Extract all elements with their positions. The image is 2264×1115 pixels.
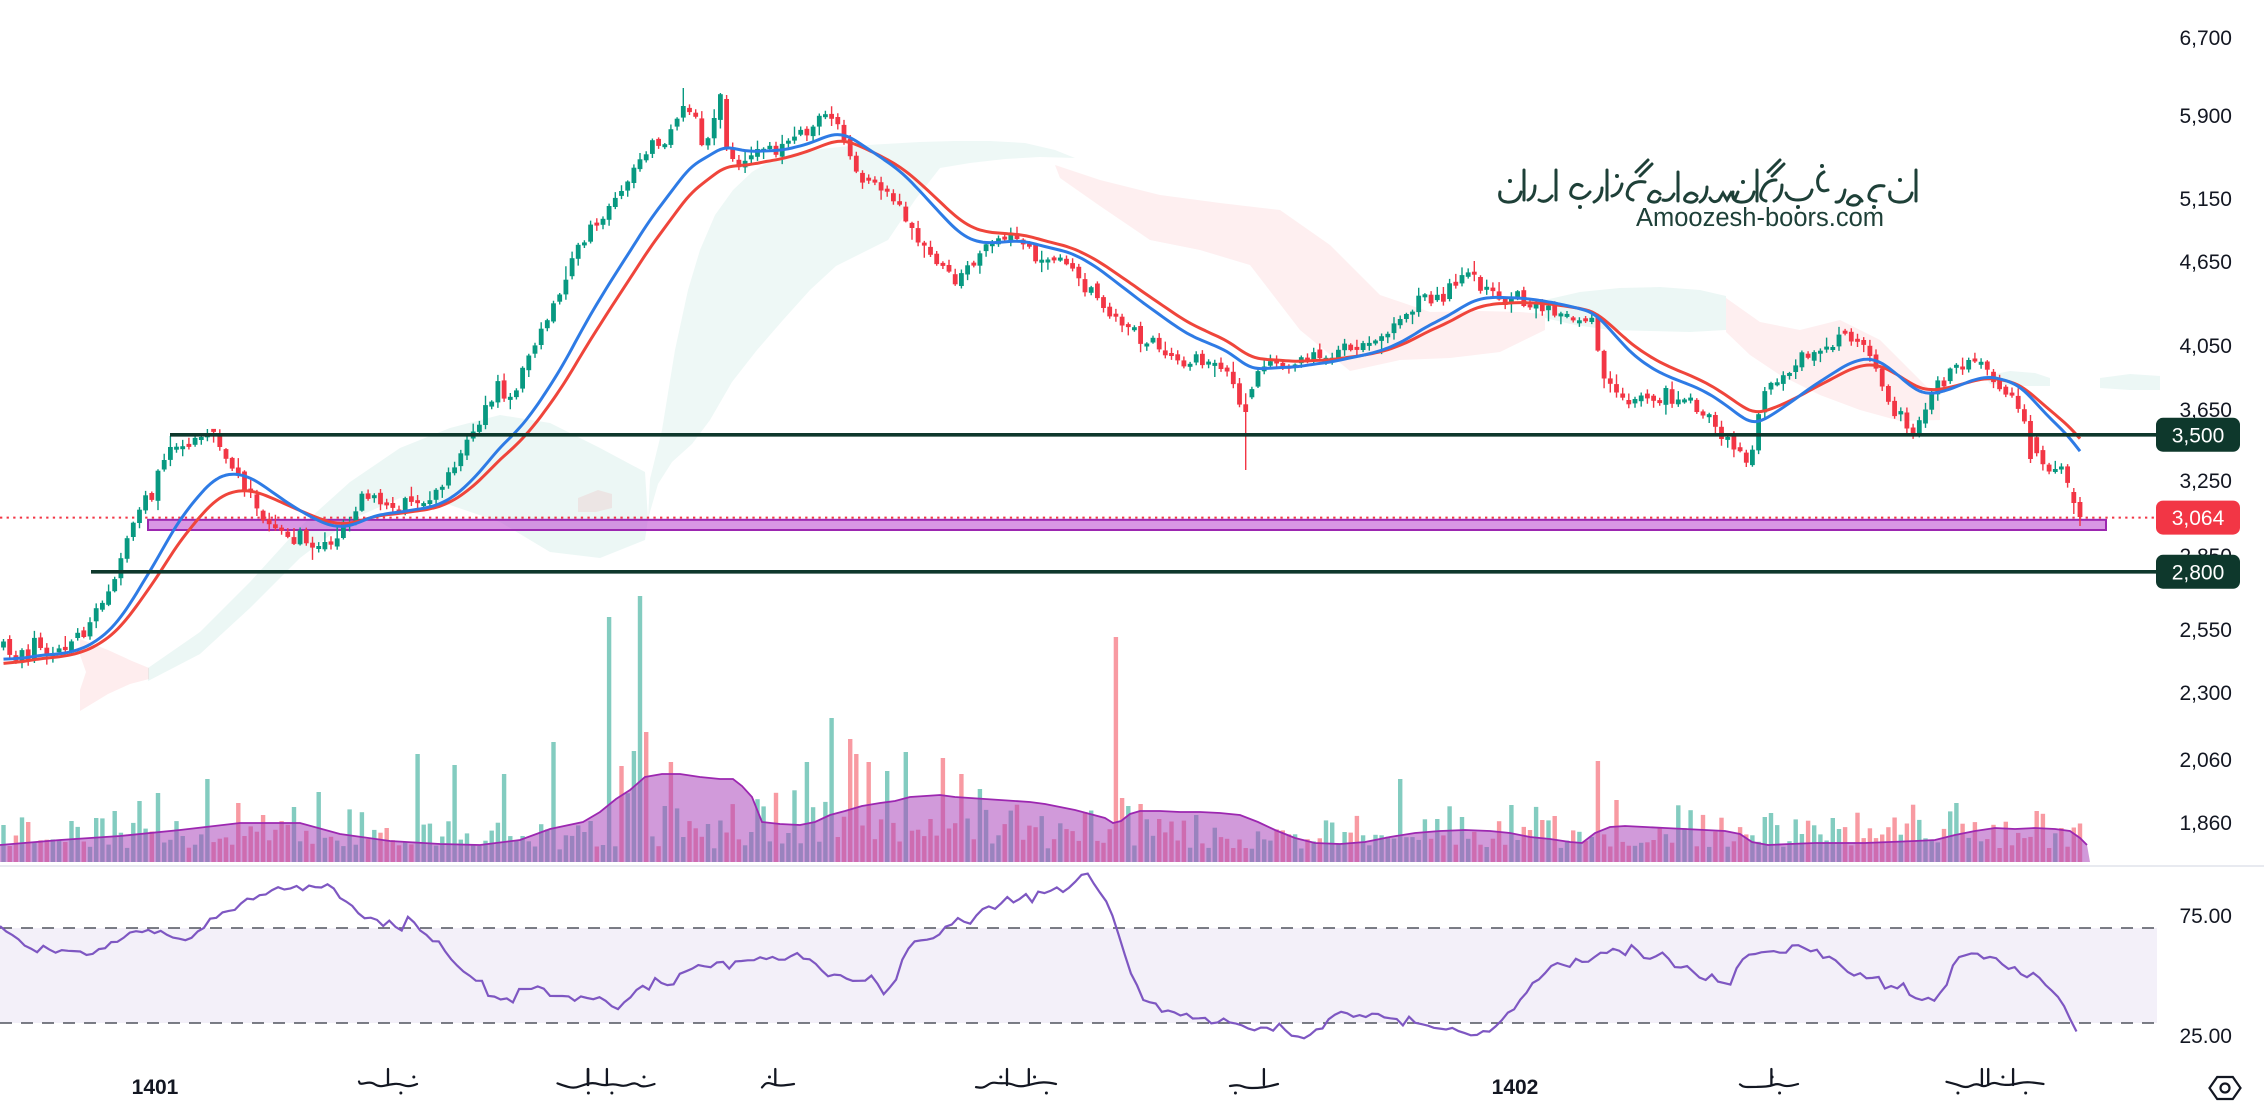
svg-text:6,700: 6,700: [2179, 27, 2232, 50]
svg-text:1402: 1402: [1492, 1076, 1539, 1099]
svg-text:2,550: 2,550: [2179, 619, 2232, 642]
svg-text:2,800: 2,800: [2172, 561, 2225, 584]
svg-text:3,650: 3,650: [2179, 399, 2232, 422]
svg-text:Amoozesh-boors.com: Amoozesh-boors.com: [1636, 204, 1884, 232]
svg-text:3,064: 3,064: [2172, 507, 2225, 530]
svg-text:75.00: 75.00: [2179, 905, 2232, 928]
svg-text:3,500: 3,500: [2172, 424, 2225, 447]
svg-text:2,300: 2,300: [2179, 682, 2232, 705]
svg-text:3,250: 3,250: [2179, 470, 2232, 493]
svg-text:1401: 1401: [132, 1076, 179, 1099]
svg-text:4,050: 4,050: [2179, 335, 2232, 358]
svg-text:5,150: 5,150: [2179, 188, 2232, 211]
svg-text:4,650: 4,650: [2179, 251, 2232, 274]
svg-text:2,060: 2,060: [2179, 749, 2232, 772]
svg-text:1,860: 1,860: [2179, 812, 2232, 835]
svg-text:5,900: 5,900: [2179, 105, 2232, 128]
svg-text:25.00: 25.00: [2179, 1025, 2232, 1048]
